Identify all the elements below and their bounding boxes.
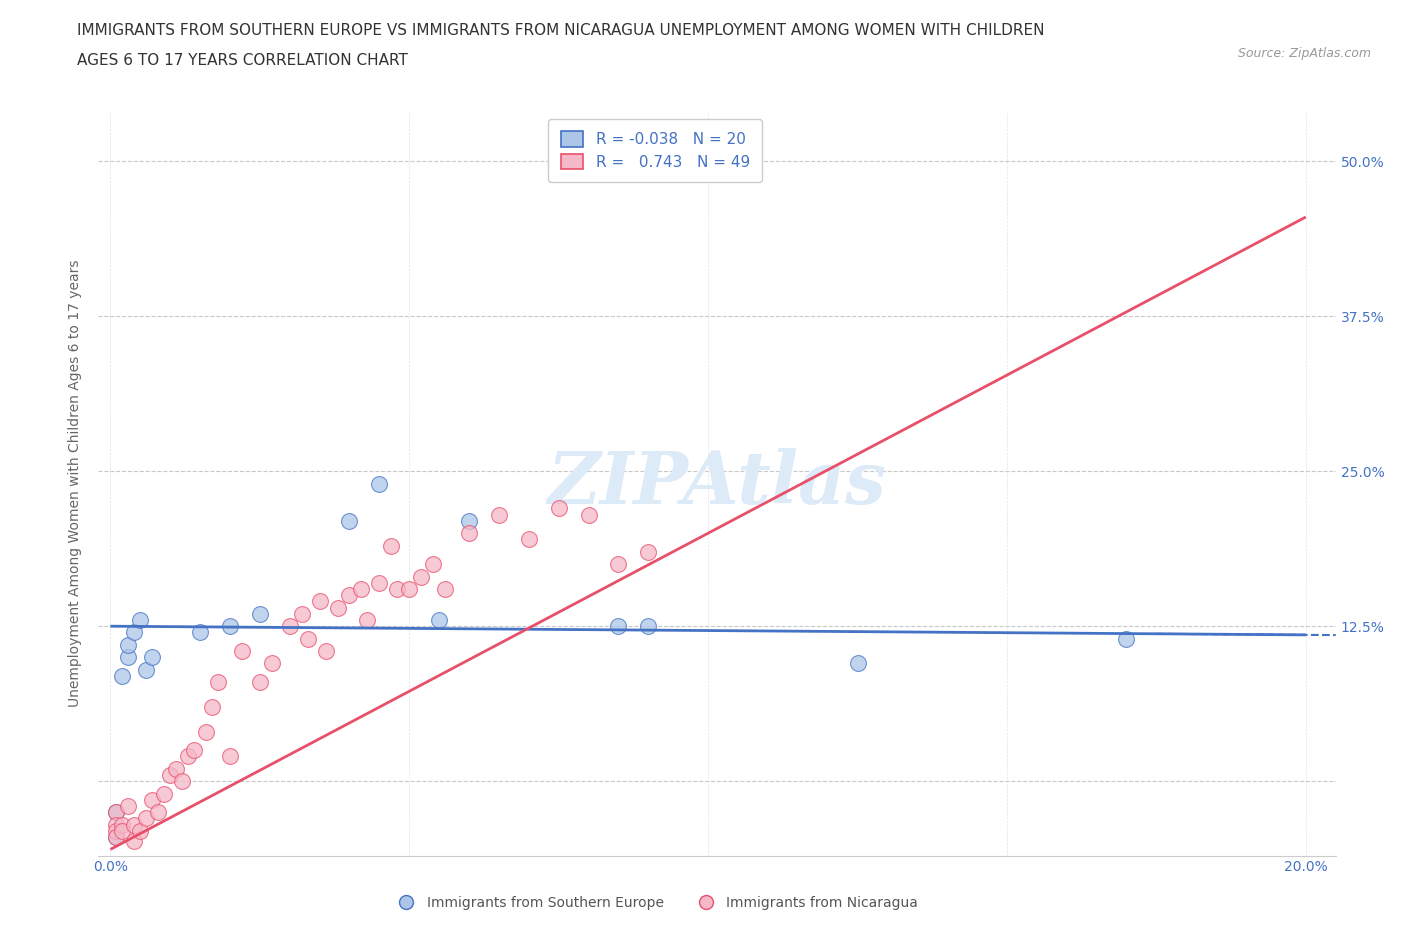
Point (148, 804, 170, 819)
Point (124, 817, 146, 832)
Point (219, 618, 242, 633)
Point (111, 823, 134, 838)
Point (129, 613, 152, 628)
Point (105, 830, 128, 844)
Text: AGES 6 TO 17 YEARS CORRELATION CHART: AGES 6 TO 17 YEARS CORRELATION CHART (77, 53, 408, 68)
Point (153, 786, 176, 801)
Point (368, 476, 391, 491)
Point (249, 606, 271, 621)
Point (422, 557, 444, 572)
Point (141, 792, 163, 807)
Legend: Immigrants from Southern Europe, Immigrants from Nicaragua: Immigrants from Southern Europe, Immigra… (387, 891, 924, 916)
Point (111, 817, 134, 832)
Point (578, 507, 600, 522)
Point (458, 525, 481, 540)
Point (195, 724, 218, 739)
Point (380, 538, 402, 553)
Point (387, 581, 409, 596)
Point (350, 581, 373, 596)
Text: Source: ZipAtlas.com: Source: ZipAtlas.com (1237, 46, 1371, 60)
Point (105, 804, 128, 819)
Point (607, 557, 630, 572)
Point (339, 513, 361, 528)
Point (434, 581, 457, 596)
Point (219, 749, 242, 764)
Point (339, 588, 361, 603)
Point (249, 674, 271, 689)
Point (278, 618, 301, 633)
Point (183, 743, 205, 758)
Point (1115, 631, 1137, 646)
Point (458, 513, 481, 528)
Point (547, 501, 569, 516)
Point (124, 625, 146, 640)
Point (427, 613, 450, 628)
Text: IMMIGRANTS FROM SOUTHERN EUROPE VS IMMIGRANTS FROM NICARAGUA UNEMPLOYMENT AMONG : IMMIGRANTS FROM SOUTHERN EUROPE VS IMMIG… (77, 23, 1045, 38)
Point (111, 669, 134, 684)
Point (356, 613, 378, 628)
Point (141, 650, 163, 665)
Y-axis label: Unemployment Among Women with Children Ages 6 to 17 years: Unemployment Among Women with Children A… (69, 259, 83, 708)
Point (165, 762, 187, 777)
Text: ZIPAtlas: ZIPAtlas (548, 448, 886, 519)
Point (124, 833, 146, 848)
Point (177, 749, 200, 764)
Point (117, 650, 139, 665)
Point (188, 625, 211, 640)
Point (297, 631, 319, 646)
Point (105, 830, 128, 844)
Point (207, 674, 229, 689)
Point (517, 532, 540, 547)
Point (231, 644, 253, 658)
Point (488, 507, 510, 522)
Point (105, 823, 128, 838)
Point (607, 618, 630, 633)
Point (260, 656, 283, 671)
Point (326, 600, 349, 615)
Point (637, 544, 659, 559)
Point (411, 569, 433, 584)
Point (368, 576, 391, 591)
Point (129, 823, 152, 838)
Point (105, 804, 128, 819)
Point (201, 699, 224, 714)
Point (315, 644, 337, 658)
Point (291, 606, 314, 621)
Point (117, 637, 139, 652)
Point (398, 581, 420, 596)
Point (159, 767, 181, 782)
Point (117, 799, 139, 814)
Point (308, 594, 330, 609)
Point (105, 817, 128, 832)
Point (135, 662, 157, 677)
Point (172, 774, 194, 789)
Point (846, 656, 869, 671)
Point (135, 811, 157, 826)
Point (637, 618, 659, 633)
